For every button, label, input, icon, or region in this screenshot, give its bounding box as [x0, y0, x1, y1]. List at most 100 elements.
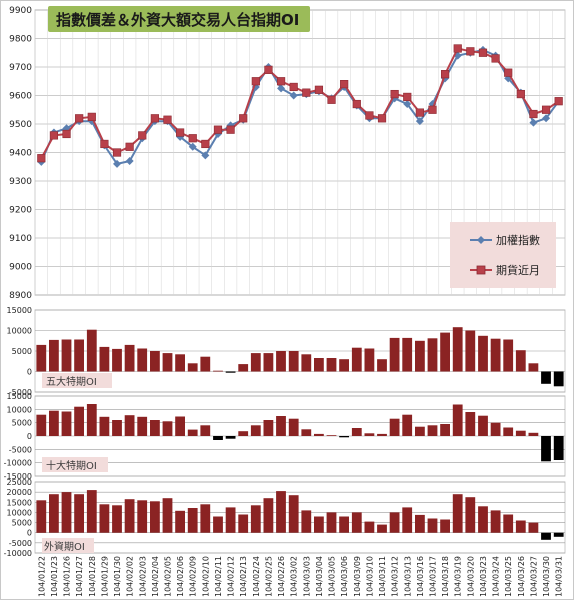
- bar: [351, 347, 362, 372]
- legend-index-marker: [477, 236, 485, 244]
- data-point-index: [201, 151, 210, 160]
- bar: [402, 507, 413, 533]
- bar: [162, 498, 173, 533]
- bar: [478, 506, 488, 533]
- bar: [415, 340, 425, 372]
- data-point-futures: [504, 68, 513, 77]
- y-tick-label: 10000: [7, 405, 32, 414]
- subchart-3-label-box: [42, 538, 94, 553]
- bar: [213, 370, 223, 372]
- y-tick-label: 10000: [7, 327, 32, 336]
- x-tick-label: 104/03/16: [416, 556, 425, 597]
- data-point-futures: [541, 105, 551, 114]
- bar: [225, 371, 236, 373]
- data-point-index: [529, 118, 538, 127]
- bar: [150, 501, 160, 533]
- bar: [314, 433, 324, 436]
- data-point-futures: [365, 111, 374, 120]
- data-point-futures: [213, 125, 223, 134]
- bar: [415, 514, 425, 533]
- bar: [137, 416, 148, 436]
- bar: [150, 420, 160, 436]
- bar: [326, 435, 337, 436]
- x-tick-label: 104/01/28: [88, 556, 97, 597]
- bar: [124, 415, 135, 436]
- bar: [490, 422, 501, 436]
- data-point-futures: [302, 88, 311, 97]
- bar: [490, 510, 501, 533]
- x-axis-labels: 104/01/22 104/01/23 104/01/26 104/01/27 104/…: [37, 556, 563, 597]
- x-tick-label: 104/03/24: [492, 556, 501, 597]
- data-point-futures: [138, 131, 147, 140]
- bar: [440, 332, 450, 372]
- x-tick-label: 104/01/29: [100, 556, 109, 597]
- bar: [301, 510, 312, 533]
- bar: [99, 504, 110, 533]
- bar: [263, 353, 274, 372]
- y-tick-label: 9900: [9, 6, 32, 16]
- panel-bar-2: -15000 -10000 -5000 0 5000 10000 15000: [4, 392, 566, 481]
- x-tick-label: 104/03/04: [315, 556, 324, 597]
- bar: [200, 425, 211, 436]
- bar: [200, 356, 211, 372]
- subchart-1-label: 五大特期OI: [46, 375, 97, 388]
- y-tick-label: 25000: [7, 478, 32, 487]
- data-point-index: [289, 91, 298, 100]
- x-tick-label: 104/02/24: [252, 556, 261, 597]
- subchart-3-label: 外資期OI: [44, 541, 85, 553]
- bar: [541, 532, 551, 540]
- y-tick-label: -5000: [9, 539, 32, 548]
- bar: [187, 363, 198, 372]
- x-tick-label: 104/02/02: [126, 556, 135, 597]
- data-point-futures: [314, 85, 324, 94]
- data-point-futures: [276, 77, 286, 86]
- bar: [314, 358, 324, 372]
- y-tick-label: -10000: [4, 549, 32, 558]
- y-tick-label: -5000: [9, 445, 32, 454]
- data-point-index: [403, 100, 412, 109]
- bar: [36, 414, 47, 436]
- bar: [503, 514, 514, 533]
- data-point-futures: [49, 131, 59, 140]
- bar: [339, 436, 349, 438]
- bar: [339, 516, 349, 533]
- bar: [402, 414, 413, 436]
- data-point-futures: [226, 125, 235, 134]
- bar: [112, 505, 122, 533]
- title-background: [48, 6, 310, 32]
- bar: [351, 512, 362, 533]
- bar: [364, 433, 375, 436]
- x-tick-label: 104/02/25: [264, 556, 273, 597]
- data-point-index: [125, 157, 134, 166]
- data-point-futures: [415, 108, 424, 117]
- x-tick-label: 104/03/09: [353, 556, 362, 597]
- bar: [377, 359, 387, 372]
- bar: [478, 335, 488, 372]
- data-point-futures: [466, 47, 475, 56]
- y-tick-label: 15000: [7, 392, 32, 401]
- x-tick-label: 104/02/03: [138, 556, 147, 597]
- y-tick-label: 0: [27, 529, 32, 538]
- bar: [389, 418, 400, 436]
- y-tick-label: 9100: [9, 234, 32, 244]
- x-tick-label: 104/02/04: [151, 556, 160, 597]
- bar: [238, 431, 249, 436]
- data-point-futures: [75, 114, 84, 123]
- x-tick-label: 104/02/12: [227, 556, 236, 597]
- bar: [86, 329, 97, 372]
- data-point-futures: [251, 77, 260, 86]
- bar: [553, 436, 564, 460]
- y-tick-label: 9200: [9, 206, 32, 216]
- bar: [175, 416, 185, 436]
- y-tick-label: 8900: [9, 291, 32, 301]
- data-point-futures: [340, 80, 349, 89]
- bar: [541, 371, 551, 384]
- x-tick-label: 104/02/05: [164, 556, 173, 597]
- bar: [137, 348, 148, 372]
- x-tick-label: 104/02/11: [214, 556, 223, 597]
- data-point-futures: [201, 139, 210, 149]
- chart-title: 指數價差＆外資大額交易人台指期OI: [56, 11, 299, 29]
- y-tick-label: -5000: [9, 388, 32, 397]
